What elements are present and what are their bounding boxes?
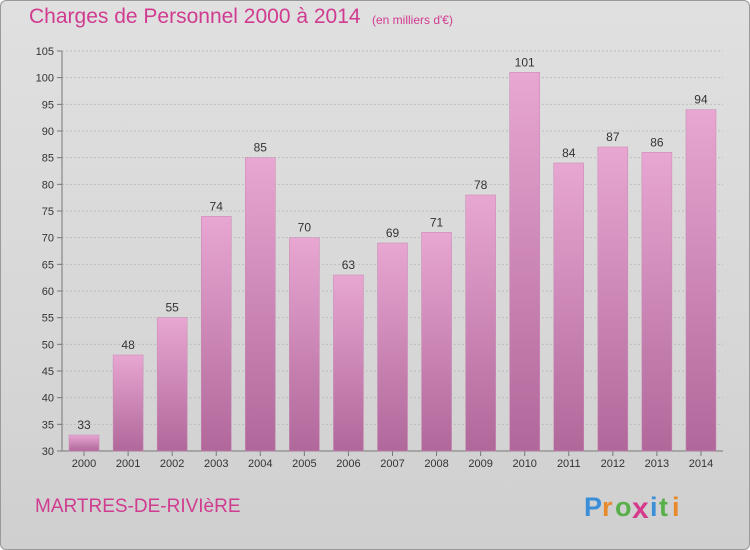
y-tick-label: 95 bbox=[42, 99, 54, 111]
data-label: 84 bbox=[562, 146, 576, 160]
bar-2013 bbox=[641, 152, 673, 452]
data-label: 78 bbox=[474, 178, 488, 192]
data-labels: 33 48 55 74 85 70 63 69 71 78 101 84 87 86 94 bbox=[77, 55, 708, 432]
x-tick-label: 2008 bbox=[424, 458, 448, 470]
data-label: 74 bbox=[210, 199, 224, 213]
y-tick-label: 30 bbox=[42, 446, 54, 458]
svg-text:P: P bbox=[584, 492, 602, 522]
y-tick-label: 65 bbox=[42, 259, 54, 271]
y-tick-label: 85 bbox=[42, 153, 54, 165]
y-tick-label: 45 bbox=[42, 366, 54, 378]
proxiti-logo: P r o x i t i bbox=[584, 492, 680, 525]
svg-text:i: i bbox=[672, 492, 680, 522]
data-label: 87 bbox=[606, 130, 620, 144]
x-tick-label: 2003 bbox=[204, 458, 228, 470]
data-label: 63 bbox=[342, 258, 356, 272]
svg-text:r: r bbox=[602, 492, 613, 522]
x-tick-label: 2009 bbox=[468, 458, 492, 470]
x-tick-label: 2010 bbox=[512, 458, 536, 470]
bar-2007 bbox=[377, 242, 408, 452]
x-tick-label: 2000 bbox=[72, 458, 96, 470]
bar-2003 bbox=[200, 216, 232, 452]
x-tick-label: 2004 bbox=[248, 458, 272, 470]
bar-2010 bbox=[509, 72, 540, 452]
data-label: 69 bbox=[386, 226, 400, 240]
x-tick-label: 2006 bbox=[336, 458, 360, 470]
x-tick-label: 2012 bbox=[601, 458, 625, 470]
bar-2011 bbox=[553, 162, 585, 452]
commune-name: MARTRES-DE-RIVIèRE bbox=[35, 496, 241, 517]
y-tick-label: 55 bbox=[42, 313, 54, 325]
svg-text:i: i bbox=[650, 492, 658, 522]
bar-2012 bbox=[597, 146, 629, 452]
x-tick-label: 2014 bbox=[689, 458, 713, 470]
data-label: 70 bbox=[298, 221, 312, 235]
bar-2000 bbox=[68, 434, 100, 452]
x-tick-label: 2001 bbox=[116, 458, 140, 470]
bar-2001 bbox=[112, 354, 144, 452]
y-tick-label: 105 bbox=[36, 46, 54, 58]
y-tick-label: 80 bbox=[42, 179, 54, 191]
bars bbox=[68, 72, 717, 452]
bar-2004 bbox=[245, 157, 276, 452]
x-tick-label: 2005 bbox=[292, 458, 316, 470]
y-tick-label: 50 bbox=[42, 339, 54, 351]
data-label: 71 bbox=[430, 215, 444, 229]
data-label: 33 bbox=[77, 418, 91, 432]
x-tick-label: 2007 bbox=[380, 458, 404, 470]
bar-2009 bbox=[465, 194, 496, 452]
y-tick-label: 40 bbox=[42, 393, 54, 405]
data-label: 101 bbox=[515, 55, 535, 69]
bar-2006 bbox=[333, 274, 364, 452]
svg-text:x: x bbox=[632, 492, 649, 525]
bar-2008 bbox=[421, 232, 452, 452]
x-tick-label: 2002 bbox=[160, 458, 184, 470]
data-label: 86 bbox=[650, 135, 664, 149]
bar-2002 bbox=[156, 317, 188, 452]
svg-text:t: t bbox=[659, 492, 668, 522]
svg-text:o: o bbox=[615, 492, 632, 522]
y-tick-label: 60 bbox=[42, 286, 54, 298]
data-label: 85 bbox=[254, 141, 268, 155]
y-tick-label: 70 bbox=[42, 233, 54, 245]
data-label: 48 bbox=[121, 338, 135, 352]
axes: 30 35 40 45 50 55 60 65 70 75 80 85 90 95 100 105 2000 20… bbox=[36, 46, 723, 470]
data-label: 55 bbox=[165, 301, 179, 315]
y-tick-label: 100 bbox=[36, 73, 54, 85]
x-tick-label: 2011 bbox=[557, 458, 581, 470]
bar-2014 bbox=[685, 109, 717, 452]
chart-unit-note: (en milliers d'€) bbox=[372, 13, 453, 27]
y-tick-label: 35 bbox=[42, 419, 54, 431]
x-tick-label: 2013 bbox=[645, 458, 669, 470]
y-tick-label: 90 bbox=[42, 126, 54, 138]
chart-title: Charges de Personnel 2000 à 2014 bbox=[29, 5, 361, 28]
data-label: 94 bbox=[694, 93, 708, 107]
bar-2005 bbox=[289, 237, 320, 452]
y-tick-label: 75 bbox=[42, 206, 54, 218]
